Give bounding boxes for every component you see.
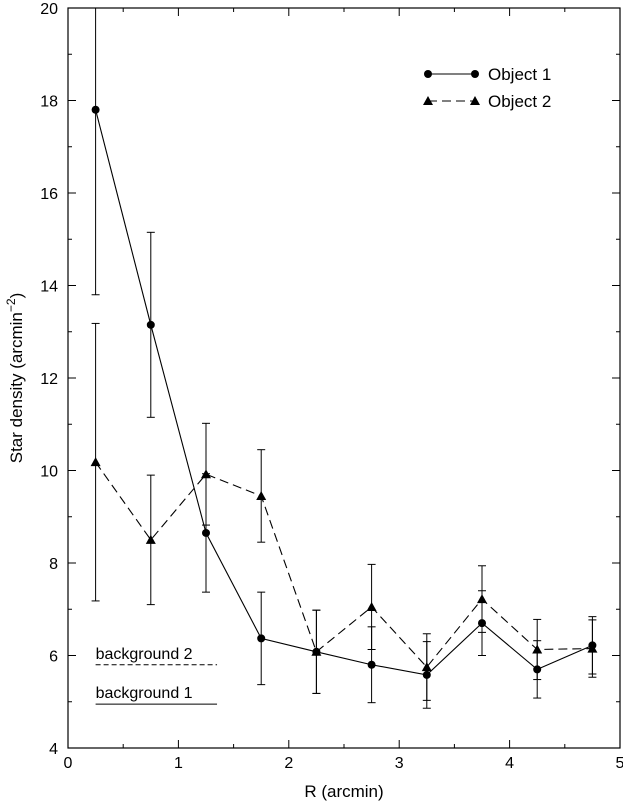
y-tick-label: 8 bbox=[49, 556, 58, 573]
series-2 bbox=[90, 322, 598, 701]
data-point bbox=[91, 105, 100, 114]
y-tick-label: 20 bbox=[40, 1, 58, 18]
y-axis-title-close: ) bbox=[7, 293, 26, 299]
data-point bbox=[256, 490, 267, 500]
series-layer bbox=[90, 7, 598, 709]
y-axis-title: Star density (arcmin−2) bbox=[4, 293, 26, 464]
x-tick-label: 1 bbox=[174, 755, 183, 772]
legend-marker bbox=[471, 70, 479, 78]
x-tick-label: 5 bbox=[616, 755, 623, 772]
legend-marker bbox=[470, 96, 480, 105]
series-1 bbox=[91, 7, 597, 709]
data-point bbox=[90, 457, 101, 467]
data-point bbox=[532, 644, 543, 654]
x-tick-label: 0 bbox=[64, 755, 73, 772]
data-point bbox=[477, 594, 487, 604]
legend: Object 1 Object 2 bbox=[423, 65, 551, 111]
x-tick-label: 4 bbox=[505, 755, 514, 772]
y-axis-title-superscript: −2 bbox=[4, 298, 18, 312]
legend-marker bbox=[424, 70, 432, 78]
data-point bbox=[201, 469, 211, 479]
data-point bbox=[146, 320, 155, 329]
series-line bbox=[95, 109, 593, 676]
data-point bbox=[367, 660, 376, 669]
y-tick-label: 6 bbox=[49, 649, 58, 666]
background-1-label: background 1 bbox=[96, 685, 193, 702]
y-tick-label: 10 bbox=[40, 464, 58, 481]
y-tick-label: 4 bbox=[49, 741, 58, 758]
data-point bbox=[311, 646, 322, 656]
axis-ticks bbox=[67, 7, 621, 749]
data-point bbox=[145, 534, 156, 544]
data-point bbox=[421, 662, 432, 672]
data-point bbox=[587, 643, 598, 653]
y-tick-label: 18 bbox=[40, 94, 58, 111]
y-tick-label: 14 bbox=[40, 279, 58, 296]
y-tick-label: 12 bbox=[40, 371, 58, 388]
y-tick-label: 16 bbox=[40, 186, 58, 203]
legend-label: Object 2 bbox=[488, 92, 551, 111]
x-tick-label: 2 bbox=[284, 755, 293, 772]
background-2-label: background 2 bbox=[96, 646, 193, 663]
legend-label: Object 1 bbox=[488, 65, 551, 84]
data-point bbox=[366, 601, 377, 611]
data-point bbox=[257, 634, 266, 643]
x-axis-title: R (arcmin) bbox=[304, 782, 383, 801]
background-annotations: background 2 background 1 bbox=[95, 646, 218, 705]
y-axis-title-main: Star density (arcmin bbox=[7, 312, 26, 463]
x-tick-label: 3 bbox=[395, 755, 404, 772]
legend-marker bbox=[423, 96, 433, 105]
series-line bbox=[95, 461, 593, 668]
data-point bbox=[202, 528, 210, 537]
